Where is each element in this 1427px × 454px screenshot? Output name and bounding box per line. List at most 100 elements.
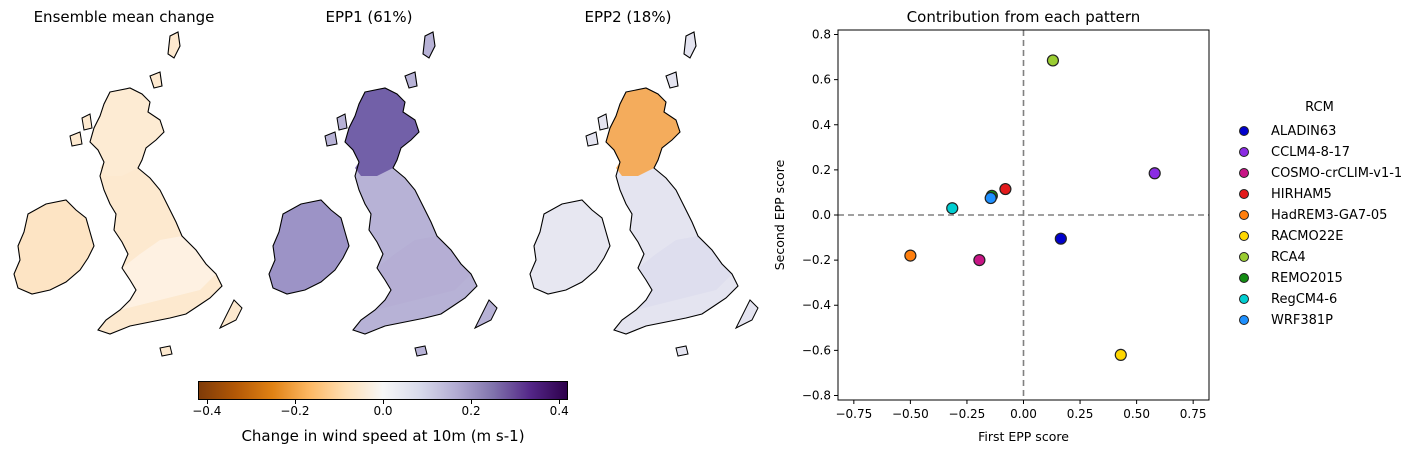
- x-tick-label: 0.00: [1010, 407, 1037, 421]
- x-tick-label: −0.25: [949, 407, 986, 421]
- island-shape: [69, 131, 83, 147]
- colorbar-tick-mark: [206, 400, 208, 404]
- point-wrf381p: [984, 191, 997, 205]
- legend-label: HadREM3-GA7-05: [1271, 207, 1388, 223]
- colorbar-tick-label: 0.0: [373, 404, 393, 418]
- scotland-shape: [90, 88, 164, 176]
- england-shape: [636, 236, 732, 310]
- island-shape: [324, 131, 338, 147]
- colorbar-tick-label: −0.2: [280, 404, 310, 418]
- point-cclm4-8-17: [1148, 167, 1161, 180]
- x-tick-label: 0.25: [1067, 407, 1094, 421]
- legend-marker: [1239, 252, 1249, 262]
- map-ensemble-mean: [13, 31, 243, 357]
- x-axis-label: First EPP score: [978, 429, 1069, 444]
- britain-outline: [605, 31, 739, 335]
- britain-outline: [89, 31, 223, 335]
- colorbar-tick-label: 0.4: [549, 404, 569, 418]
- legend-marker: [1239, 315, 1249, 325]
- legend-label: RCA4: [1271, 249, 1306, 265]
- legend-item: REMO2015: [1237, 268, 1343, 288]
- legend-marker: [1239, 210, 1249, 220]
- ireland-shape: [529, 199, 611, 295]
- scatter-plot: Contribution from each pattern −0.75 −0.50…: [772, 8, 1210, 444]
- island-shape: [414, 345, 428, 357]
- legend-marker: [1239, 147, 1249, 157]
- scotland-shape: [345, 88, 419, 176]
- y-axis-label: Second EPP score: [772, 159, 787, 270]
- legend-item: HadREM3-GA7-05: [1237, 205, 1387, 225]
- point-rca4: [1046, 54, 1060, 67]
- legend-item: RCA4: [1237, 247, 1306, 267]
- island-shape: [675, 345, 689, 357]
- legend-item: HIRHAM5: [1237, 184, 1332, 204]
- map-title-epp1: EPP1 (61%): [325, 8, 413, 26]
- legend-item: COSMO-crCLIM-v1-1: [1237, 163, 1402, 183]
- legend-label: RegCM4-6: [1271, 291, 1338, 307]
- point-racmo22e: [1114, 348, 1127, 361]
- legend-item: ALADIN63: [1237, 121, 1336, 141]
- island-shape: [218, 299, 243, 330]
- point-regcm4-6: [946, 202, 959, 215]
- island-shape: [336, 113, 348, 131]
- legend-marker: [1239, 189, 1249, 199]
- point-aladin63: [1054, 232, 1067, 245]
- y-tick-label: 0.8: [812, 28, 831, 42]
- legend-label: COSMO-crCLIM-v1-1: [1271, 165, 1403, 181]
- legend-marker: [1239, 168, 1249, 178]
- point-cosmo-crclim-v1-1: [973, 254, 986, 267]
- scotland-shape: [606, 88, 680, 176]
- map-epp1: [268, 31, 498, 357]
- island-shape: [473, 299, 498, 330]
- ireland-shape: [268, 199, 350, 295]
- legend-label: ALADIN63: [1271, 123, 1337, 139]
- map-title-ensemble: Ensemble mean change: [33, 8, 215, 26]
- legend-item: CCLM4-8-17: [1237, 142, 1350, 162]
- colorbar-tick-mark: [294, 400, 296, 404]
- colorbar-label: Change in wind speed at 10m (m s-1): [241, 427, 525, 445]
- y-tick-label: 0.6: [812, 73, 831, 87]
- legend-label: HIRHAM5: [1271, 186, 1332, 202]
- colorbar-tick-mark: [471, 400, 473, 404]
- colorbar-tick-mark: [383, 400, 384, 404]
- ireland-shape: [13, 199, 95, 295]
- legend-marker: [1239, 273, 1249, 283]
- y-tick-label: −0.8: [802, 388, 831, 402]
- island-shape: [585, 131, 599, 147]
- legend-label: CCLM4-8-17: [1271, 144, 1351, 160]
- point-hirham5: [999, 182, 1012, 196]
- island-shape: [81, 113, 93, 131]
- england-shape: [375, 236, 471, 310]
- island-shape: [734, 299, 759, 330]
- y-tick-label: −0.6: [802, 343, 831, 357]
- chart-title: Contribution from each pattern: [907, 8, 1141, 26]
- point-hadrem3-ga7-05: [904, 249, 917, 262]
- y-tick-label: 0.2: [812, 163, 831, 177]
- legend-label: RACMO22E: [1271, 228, 1344, 244]
- legend-label: REMO2015: [1271, 270, 1343, 286]
- legend-marker: [1239, 231, 1249, 241]
- britain-outline: [344, 31, 478, 335]
- legend-item: RACMO22E: [1237, 226, 1343, 246]
- island-shape: [159, 345, 173, 357]
- island-shape: [597, 113, 609, 131]
- y-tick-label: −0.4: [802, 298, 831, 312]
- legend-marker: [1239, 126, 1249, 136]
- y-tick-label: −0.2: [802, 253, 831, 267]
- colorbar: [198, 381, 568, 400]
- y-tick-label: 0.4: [812, 118, 831, 132]
- england-shape: [120, 236, 216, 310]
- legend-label: WRF381P: [1271, 312, 1334, 328]
- legend-item: RegCM4-6: [1237, 289, 1337, 309]
- y-tick-label: 0.0: [812, 208, 831, 222]
- legend-marker: [1239, 294, 1249, 304]
- x-tick-label: −0.50: [892, 407, 929, 421]
- map-title-epp2: EPP2 (18%): [584, 8, 672, 26]
- colorbar-tick-mark: [559, 400, 561, 404]
- colorbar-tick-label: 0.2: [461, 404, 481, 418]
- colorbar-tick-label: −0.4: [192, 404, 222, 418]
- map-epp2: [529, 31, 759, 357]
- x-tick-label: 0.50: [1123, 407, 1150, 421]
- x-tick-label: −0.75: [835, 407, 872, 421]
- legend-item: WRF381P: [1237, 310, 1333, 330]
